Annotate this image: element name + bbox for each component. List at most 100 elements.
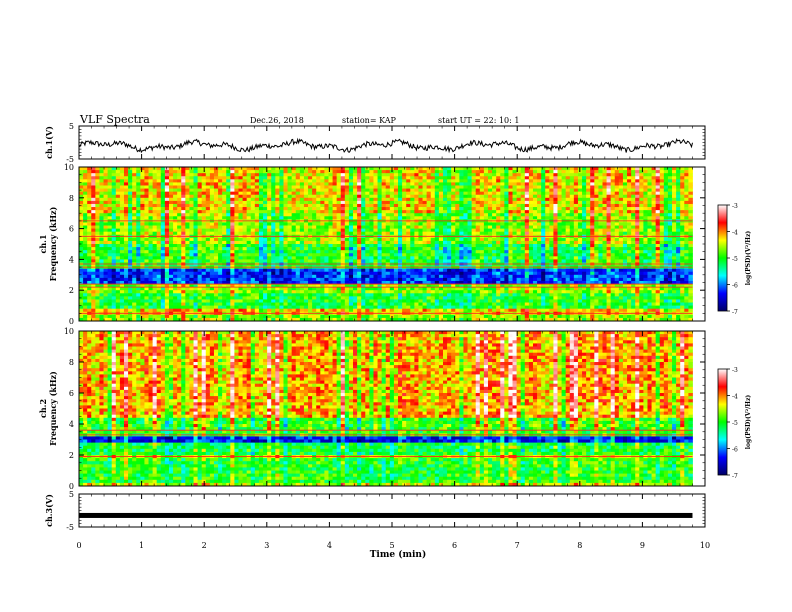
spectrogram-cell <box>287 296 293 300</box>
spectrogram-cell <box>393 253 399 257</box>
spectrogram-cell <box>95 308 100 313</box>
spectrogram-cell <box>230 231 235 236</box>
spectrogram-cell <box>103 176 109 180</box>
spectrogram-cell <box>295 280 301 285</box>
spectrogram-cell <box>402 253 407 257</box>
spectrogram-cell <box>213 277 219 282</box>
spectrogram-cell <box>263 317 268 322</box>
spectrogram-cell <box>201 247 207 251</box>
spectrogram-cell <box>332 308 338 313</box>
spectrogram-cell <box>271 170 276 174</box>
spectrogram-cell <box>242 296 248 300</box>
spectrogram-cell <box>140 228 145 233</box>
spectrogram-cell <box>173 167 178 171</box>
spectrogram-cell <box>132 308 137 313</box>
spectrogram-cell <box>164 216 170 220</box>
spectrogram-cell <box>254 207 260 211</box>
spectrogram-cell <box>455 200 460 205</box>
spectrogram-cell <box>357 207 362 211</box>
spectrogram-cell <box>279 237 284 242</box>
spectrogram-cell <box>189 182 194 186</box>
spectrogram-cell <box>377 259 383 263</box>
spectrogram-cell <box>308 240 313 245</box>
spectrogram-cell <box>328 240 333 245</box>
spectrogram-cell <box>430 167 436 171</box>
spectrogram-cell <box>123 222 129 226</box>
spectrogram-cell <box>467 240 473 245</box>
spectrogram-cell <box>406 317 411 322</box>
spectrogram-cell <box>250 247 256 251</box>
spectrogram-cell <box>213 299 219 303</box>
spectrogram-cell <box>193 203 199 208</box>
spectrogram-cell <box>132 305 137 310</box>
spectrogram-cell <box>398 253 403 257</box>
spectrogram-cell <box>218 240 223 245</box>
spectrogram-cell <box>361 191 366 196</box>
spectrogram-cell <box>365 200 370 205</box>
spectrogram-cell <box>205 213 211 217</box>
spectrogram-cell <box>152 250 158 254</box>
spectrogram-cell <box>107 213 113 217</box>
spectrogram-cell <box>348 274 354 279</box>
spectrogram-cell <box>132 314 137 319</box>
spectrogram-cell <box>197 259 203 263</box>
spectrogram-cell <box>451 203 456 208</box>
spectrogram-cell <box>254 167 260 171</box>
spectrogram-cell <box>164 308 170 313</box>
spectrogram-cell <box>218 182 223 186</box>
spectrogram-cell <box>279 203 284 208</box>
spectrogram-cell <box>250 277 256 282</box>
spectrogram-cell <box>459 179 464 183</box>
spectrogram-cell <box>373 185 378 189</box>
spectrogram-cell <box>222 237 227 242</box>
spectrogram-cell <box>242 244 248 248</box>
spectrogram-cell <box>410 247 415 251</box>
spectrogram-cell <box>353 274 358 279</box>
spectrogram-cell <box>443 228 448 233</box>
spectrogram-cell <box>201 256 207 260</box>
spectrogram-cell <box>324 231 329 236</box>
spectrogram-cell <box>402 250 407 254</box>
spectrogram-cell <box>332 228 338 233</box>
spectrogram-cell <box>385 182 391 186</box>
spectrogram-cell <box>267 197 272 202</box>
spectrogram-cell <box>402 305 407 310</box>
spectrogram-cell <box>132 284 137 288</box>
spectrogram-cell <box>291 213 297 217</box>
spectrogram-cell <box>209 299 215 303</box>
spectrogram-cell <box>320 277 325 282</box>
spectrogram-cell <box>344 194 350 199</box>
spectrogram-cell <box>209 308 215 313</box>
spectrogram-cell <box>275 191 280 196</box>
spectrogram-cell <box>234 296 239 300</box>
spectrogram-cell <box>381 271 387 276</box>
spectrogram-cell <box>144 287 149 291</box>
spectrogram-cell <box>160 240 166 245</box>
spectrogram-cell <box>234 250 239 254</box>
spectrogram-cell <box>103 280 109 285</box>
spectrogram-cell <box>156 207 162 211</box>
spectrogram-cell <box>283 203 288 208</box>
spectrogram-cell <box>299 287 305 291</box>
spectrogram-cell <box>230 259 235 263</box>
spectrogram-cell <box>287 210 293 214</box>
spectrogram-cell <box>238 176 243 180</box>
spectrogram-cell <box>271 317 276 322</box>
spectrogram-cell <box>107 203 113 208</box>
spectrogram-cell <box>348 228 354 233</box>
spectrogram-cell <box>258 271 264 276</box>
spectrogram-cell <box>328 228 333 233</box>
spectrogram-cell <box>267 213 272 217</box>
spectrogram-cell <box>398 244 403 248</box>
spectrogram-cell <box>115 231 121 236</box>
spectrogram-cell <box>295 225 301 229</box>
spectrogram-cell <box>344 200 350 205</box>
spectrogram-cell <box>312 210 317 214</box>
spectrogram-cell <box>222 299 227 303</box>
spectrogram-cell <box>119 305 125 310</box>
spectrogram-cell <box>385 179 391 183</box>
spectrogram-cell <box>389 250 395 254</box>
spectrogram-cell <box>91 256 96 260</box>
spectrogram-cell <box>111 296 117 300</box>
spectrogram-cell <box>218 200 223 205</box>
